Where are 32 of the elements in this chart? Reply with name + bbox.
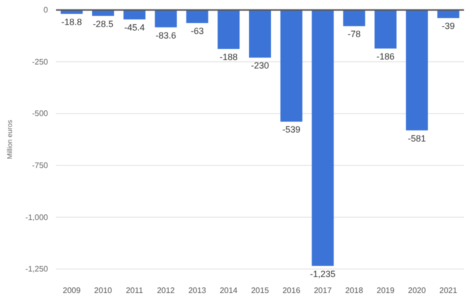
data-label: -78 [348,29,361,40]
x-tick-label: 2020 [408,286,426,295]
data-label: -581 [408,133,426,144]
y-tick-label: -1,000 [25,212,49,222]
x-tick-label: 2010 [94,286,113,295]
data-label: -18.8 [61,16,82,27]
x-tick-label: 2014 [220,286,238,295]
x-tick-label: 2018 [345,286,364,295]
x-tick-label: 2015 [251,286,270,295]
data-label: -188 [220,52,238,62]
y-tick-label: -750 [32,160,49,170]
x-tick-label: 2016 [282,286,301,295]
x-tick-label: 2017 [314,286,332,295]
x-tick-label: 2011 [126,286,144,295]
x-tick-label: 2012 [156,286,176,295]
data-label: -45.4 [124,22,145,32]
y-tick-label: -500 [32,109,49,118]
x-tick-label: 2021 [439,286,458,295]
y-tick-label: -250 [32,57,49,66]
data-label: -63 [190,26,204,36]
data-label: -186 [376,52,395,62]
data-label: -230 [250,60,270,71]
data-label: -539 [282,124,300,135]
data-label: -39 [442,21,455,32]
x-tick-label: 2013 [188,286,207,295]
y-tick-label: -1,250 [25,264,49,274]
y-tick-label: 0 [44,6,49,15]
data-label: -1,235 [310,268,336,279]
x-tick-label: 2019 [376,286,395,295]
x-tick-label: 2009 [62,286,82,295]
data-label: -28.5 [92,18,114,29]
data-label: -83.6 [156,30,176,40]
